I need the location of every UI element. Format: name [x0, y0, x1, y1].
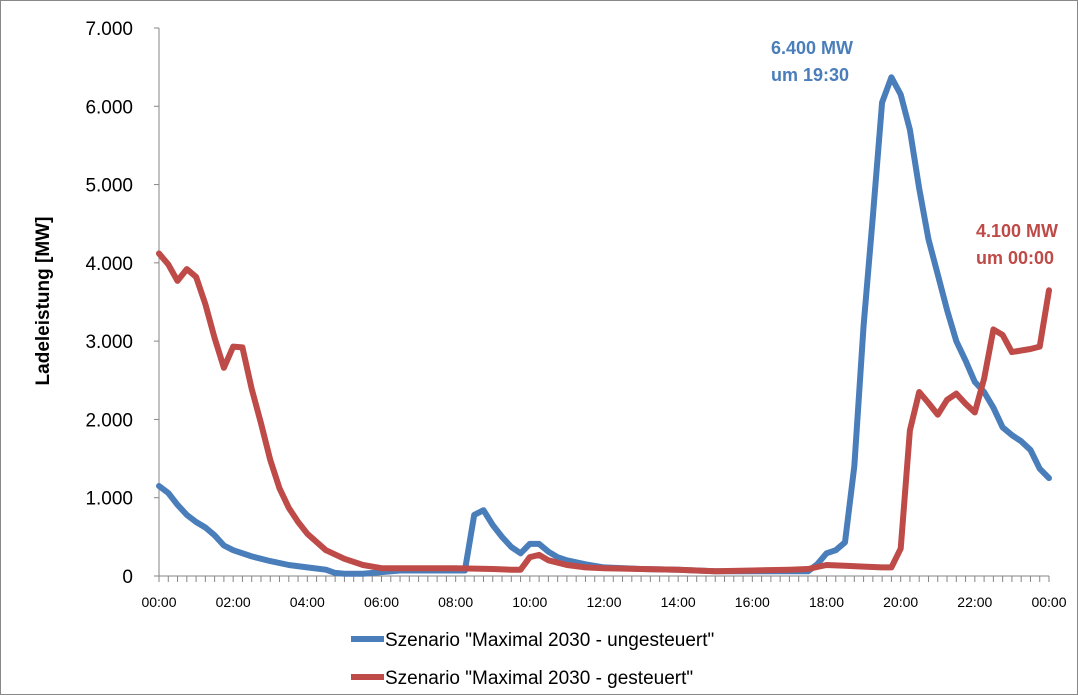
annotations: 6.400 MW um 19:30 4.100 MW um 00:00 [771, 38, 1058, 268]
series-line-1 [156, 74, 1052, 577]
x-tick-label: 00:00 [1031, 594, 1066, 610]
x-tick-label: 16:00 [735, 594, 770, 610]
annotation-label: um 19:30 [771, 65, 849, 85]
y-tick-label: 0 [122, 567, 133, 588]
series-line-2 [156, 250, 1052, 575]
legend-entry: Szenario "Maximal 2030 - ungesteuert" [385, 630, 714, 651]
y-tick-label: 6.000 [85, 97, 133, 118]
y-tick-label: 3.000 [85, 332, 133, 353]
x-tick-label: 18:00 [809, 594, 844, 610]
annotation-label: 4.100 MW [976, 221, 1058, 241]
x-tick-label: 12:00 [586, 594, 621, 610]
y-tick-label: 2.000 [85, 410, 133, 431]
annotation-label: um 00:00 [976, 248, 1054, 268]
tick-labels: 0 1.000 2.000 3.000 4.000 5.000 6.000 7.000 00:0… [85, 19, 1066, 610]
x-tick-label: 06:00 [364, 594, 399, 610]
x-tick-label: 00:00 [141, 594, 176, 610]
axes-layer [154, 27, 1050, 582]
x-tick-label: 02:00 [216, 594, 251, 610]
x-tick-label: 10:00 [512, 594, 547, 610]
x-tick-label: 22:00 [957, 594, 992, 610]
y-tick-label: 5.000 [85, 176, 133, 197]
y-axis-label: Ladeleistung [MW] [33, 217, 54, 386]
annotation-label: 6.400 MW [771, 38, 853, 58]
x-tick-label: 04:00 [290, 594, 325, 610]
y-tick-label: 7.000 [85, 19, 133, 40]
x-tick-label: 14:00 [661, 594, 696, 610]
series-layer [156, 74, 1052, 577]
y-tick-label: 1.000 [85, 489, 133, 510]
legend: Szenario "Maximal 2030 - ungesteuert" Sze… [351, 630, 714, 689]
x-tick-label: 08:00 [438, 594, 473, 610]
y-tick-label: 4.000 [85, 254, 133, 275]
x-tick-label: 20:00 [883, 594, 918, 610]
legend-entry: Szenario "Maximal 2030 - gesteuert" [385, 668, 693, 689]
